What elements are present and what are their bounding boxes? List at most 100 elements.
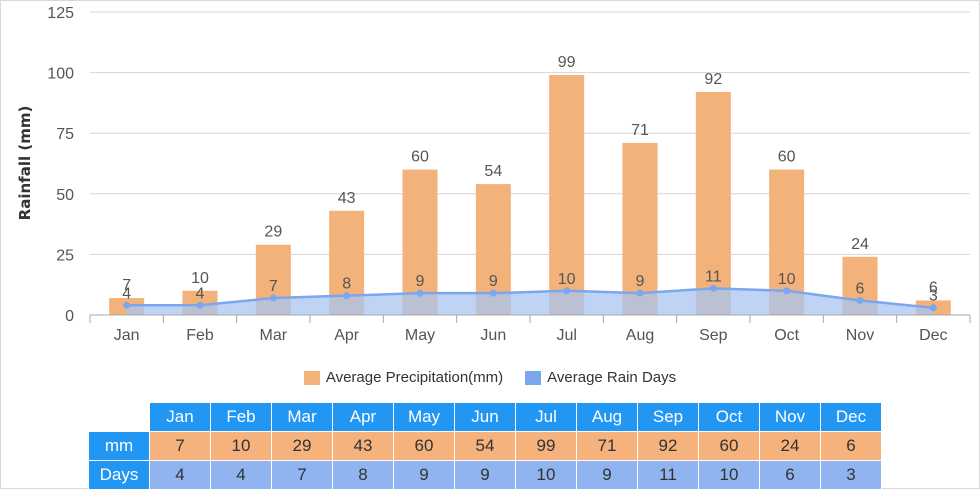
precipitation-data-labels: 7 102943605499719260246 (122, 54, 938, 296)
rain-days-value-label: 8 (342, 276, 351, 293)
x-tick-label: Dec (919, 327, 947, 344)
table-header-jan: Jan (150, 403, 211, 432)
rain-days-value-label: 3 (929, 288, 938, 305)
table-cell-days: 9 (577, 461, 638, 490)
x-tick-label: Jan (114, 327, 140, 344)
rain-days-value-label: 10 (558, 271, 576, 288)
rain-days-point-may[interactable] (417, 290, 424, 297)
table-cell-mm: 10 (211, 432, 272, 461)
y-tick-label: 0 (65, 308, 74, 325)
table-cell-mm: 24 (760, 432, 821, 461)
table-corner (89, 403, 150, 432)
table-header-sep: Sep (638, 403, 699, 432)
rain-days-value-label: 7 (269, 278, 278, 295)
y-axis-label: Rainfall (mm) (16, 106, 34, 221)
table-cell-mm: 71 (577, 432, 638, 461)
table-cell-mm: 43 (333, 432, 394, 461)
rain-days-point-mar[interactable] (270, 295, 277, 302)
table-cell-days: 7 (272, 461, 333, 490)
bar-value-label: 99 (558, 54, 576, 71)
legend-label-precipitation: Average Precipitation(mm) (326, 369, 503, 386)
x-axis: Jan Feb Mar Apr May Jun Jul Aug Sep Oct Nov Dec (90, 315, 970, 344)
table-header-oct: Oct (699, 403, 760, 432)
precipitation-bars (109, 75, 951, 315)
table-header-jul: Jul (516, 403, 577, 432)
table-cell-days: 6 (760, 461, 821, 490)
table-cell-mm: 6 (821, 432, 882, 461)
y-axis-ticks: 0 25 50 75 100 125 (47, 5, 74, 325)
rain-days-value-label: 9 (489, 273, 498, 290)
rain-days-value-label: 4 (196, 285, 205, 302)
table-row-mm: mm 7 10 29 43 60 54 99 71 92 60 24 6 (89, 432, 882, 461)
bar-value-label: 54 (484, 163, 502, 180)
table-header-apr: Apr (333, 403, 394, 432)
x-tick-label: Nov (846, 327, 874, 344)
rain-days-value-label: 9 (636, 273, 645, 290)
rain-days-area (123, 285, 937, 315)
legend-swatch-rain-days (525, 371, 541, 385)
rain-days-value-label: 10 (778, 271, 796, 288)
legend-label-rain-days: Average Rain Days (547, 369, 676, 386)
table-cell-mm: 99 (516, 432, 577, 461)
table-header-row: Jan Feb Mar Apr May Jun Jul Aug Sep Oct Nov Dec (89, 403, 882, 432)
y-tick-label: 75 (56, 126, 74, 143)
table-row-label-days: Days (89, 461, 150, 490)
bar-value-label: 43 (338, 190, 356, 207)
table-cell-mm: 7 (150, 432, 211, 461)
table-cell-days: 10 (699, 461, 760, 490)
rain-days-value-label: 6 (856, 280, 865, 297)
y-tick-label: 50 (56, 187, 74, 204)
x-tick-label: May (405, 327, 435, 344)
rain-days-point-feb[interactable] (197, 302, 204, 309)
table-cell-days: 4 (150, 461, 211, 490)
bar-value-label: 60 (778, 149, 796, 166)
bar-value-label: 71 (631, 122, 649, 139)
table-cell-mm: 54 (455, 432, 516, 461)
x-tick-label: Apr (334, 327, 360, 344)
x-tick-label: Jul (556, 327, 576, 344)
table-header-aug: Aug (577, 403, 638, 432)
rain-days-point-sep[interactable] (710, 285, 717, 292)
table-cell-mm: 60 (699, 432, 760, 461)
legend-item-precipitation[interactable]: Average Precipitation(mm) (304, 369, 503, 386)
rain-days-point-aug[interactable] (637, 290, 644, 297)
grid-lines (90, 12, 970, 315)
bar-value-label: 60 (411, 149, 429, 166)
rain-days-point-apr[interactable] (343, 292, 350, 299)
x-tick-label: Jun (480, 327, 506, 344)
table-cell-days: 3 (821, 461, 882, 490)
table-cell-days: 8 (333, 461, 394, 490)
table-cell-mm: 92 (638, 432, 699, 461)
y-tick-label: 100 (47, 66, 74, 83)
y-tick-label: 25 (56, 247, 74, 264)
bar-value-label: 29 (264, 224, 282, 241)
y-tick-label: 125 (47, 5, 74, 22)
rain-days-point-dec[interactable] (930, 304, 937, 311)
table-header-dec: Dec (821, 403, 882, 432)
table-header-nov: Nov (760, 403, 821, 432)
table-cell-mm: 60 (394, 432, 455, 461)
rain-days-value-label: 4 (122, 285, 131, 302)
bar-value-label: 24 (851, 236, 869, 253)
legend-item-rain-days[interactable]: Average Rain Days (525, 369, 676, 386)
table-row-days: Days 4 4 7 8 9 9 10 9 11 10 6 3 (89, 461, 882, 490)
data-table: Jan Feb Mar Apr May Jun Jul Aug Sep Oct Nov Dec mm … (88, 402, 882, 490)
legend-swatch-precipitation (304, 371, 320, 385)
rain-days-point-jul[interactable] (563, 287, 570, 294)
x-tick-label: Mar (260, 327, 288, 344)
rain-days-value-label: 11 (705, 268, 722, 285)
table-header-feb: Feb (211, 403, 272, 432)
table-header-may: May (394, 403, 455, 432)
x-tick-label: Feb (186, 327, 214, 344)
rain-days-point-nov[interactable] (857, 297, 864, 304)
table-header-mar: Mar (272, 403, 333, 432)
rain-days-point-jun[interactable] (490, 290, 497, 297)
table-cell-mm: 29 (272, 432, 333, 461)
x-tick-label: Oct (774, 327, 799, 344)
rain-days-point-oct[interactable] (783, 287, 790, 294)
table-header-jun: Jun (455, 403, 516, 432)
rain-days-point-jan[interactable] (123, 302, 130, 309)
legend: Average Precipitation(mm) Average Rain D… (0, 369, 980, 386)
bar-value-label: 92 (704, 71, 722, 88)
